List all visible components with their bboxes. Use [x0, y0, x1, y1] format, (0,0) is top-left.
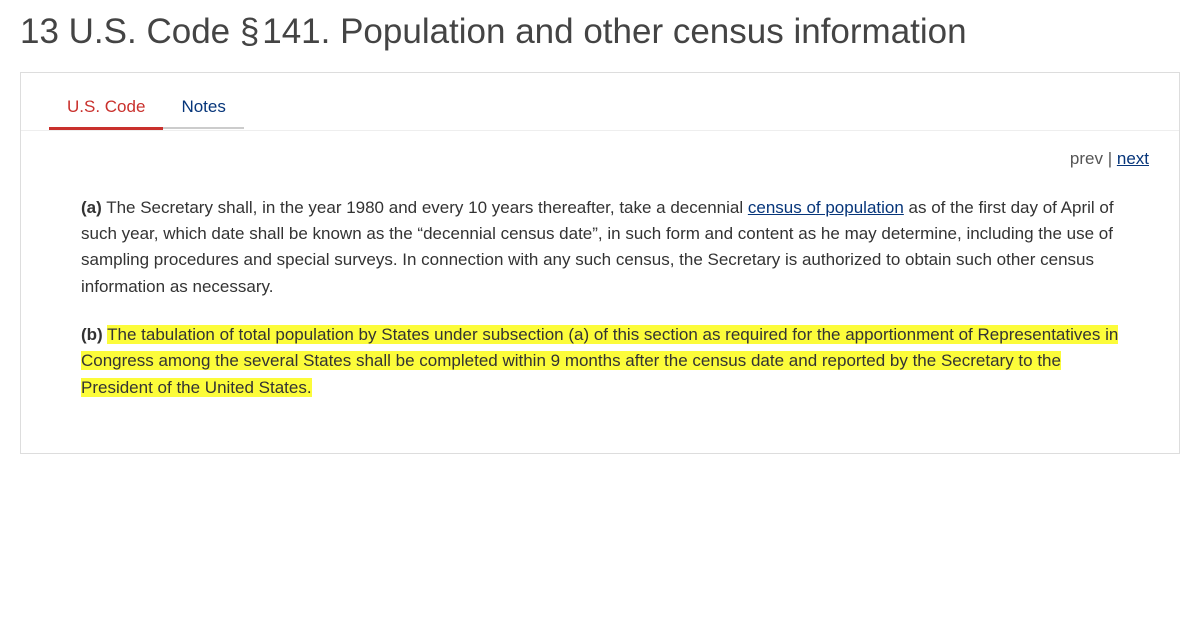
subsection-b: (b) The tabulation of total population b… — [81, 322, 1119, 401]
nav-row: prev | next — [21, 131, 1179, 177]
nav-next-link[interactable]: next — [1117, 149, 1149, 168]
tab-notes[interactable]: Notes — [163, 91, 243, 129]
tab-us-code[interactable]: U.S. Code — [49, 91, 163, 130]
statute-body: (a) The Secretary shall, in the year 198… — [21, 177, 1179, 453]
subsection-b-highlighted-text: The tabulation of total population by St… — [81, 325, 1118, 397]
subsection-a-text-1: The Secretary shall, in the year 1980 an… — [102, 198, 748, 217]
nav-sep: | — [1103, 149, 1117, 168]
nav-prev: prev — [1070, 149, 1103, 168]
content-box: U.S. Code Notes prev | next (a) The Secr… — [20, 72, 1180, 454]
page-container: 13 U.S. Code § 141. Population and other… — [0, 10, 1200, 474]
subsection-a: (a) The Secretary shall, in the year 198… — [81, 195, 1119, 300]
tab-bar: U.S. Code Notes — [21, 73, 1179, 131]
page-title: 13 U.S. Code § 141. Population and other… — [20, 10, 1180, 54]
subsection-b-label: (b) — [81, 325, 103, 344]
census-of-population-link[interactable]: census of population — [748, 198, 904, 217]
subsection-a-label: (a) — [81, 198, 102, 217]
